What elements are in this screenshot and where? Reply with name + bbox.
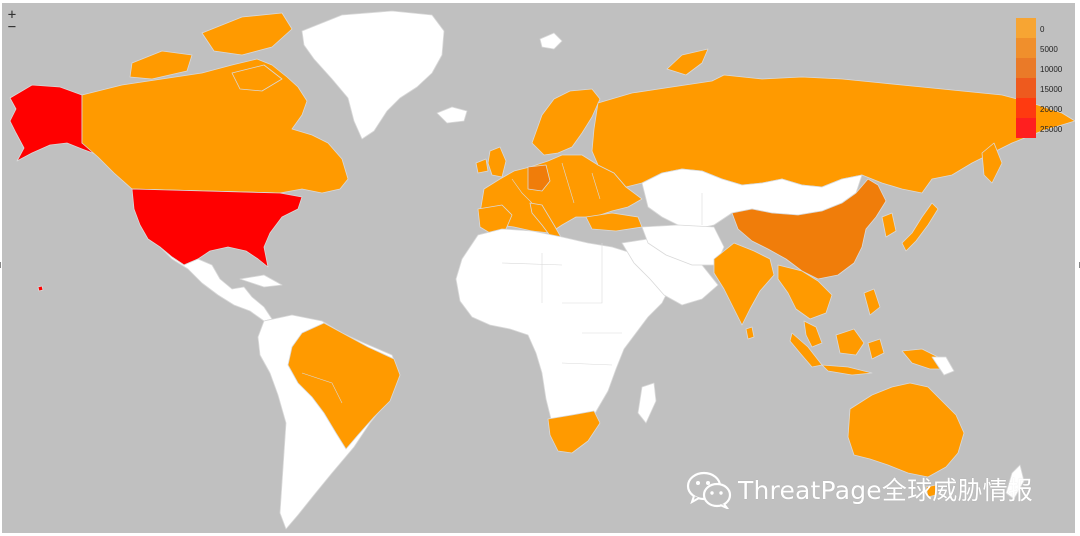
region-new-zealand[interactable] bbox=[1005, 464, 1025, 500]
region-africa[interactable] bbox=[455, 228, 671, 444]
legend-item: 15000 bbox=[1016, 78, 1075, 98]
watermark-text: ThreatPage全球威胁情报 bbox=[738, 476, 1034, 505]
region-philippines[interactable] bbox=[863, 288, 881, 316]
legend-swatch bbox=[1016, 78, 1036, 98]
region-europe[interactable] bbox=[479, 154, 643, 234]
region-se-asia[interactable] bbox=[777, 264, 833, 320]
region-japan[interactable] bbox=[901, 202, 939, 252]
region-hawaii[interactable] bbox=[37, 285, 44, 292]
legend-swatch bbox=[1016, 58, 1036, 78]
legend-swatch bbox=[1016, 118, 1036, 138]
legend-label: 25000 bbox=[1040, 125, 1063, 134]
region-sumatra[interactable] bbox=[789, 332, 823, 368]
region-brazil[interactable] bbox=[287, 322, 401, 450]
region-south-africa[interactable] bbox=[547, 410, 601, 454]
wechat-icon bbox=[686, 471, 732, 509]
region-canada-arctic-2[interactable] bbox=[201, 12, 293, 56]
legend-item: 5000 bbox=[1016, 38, 1075, 58]
region-kamchatka[interactable] bbox=[981, 142, 1003, 184]
legend-item: 10000 bbox=[1016, 58, 1075, 78]
region-india[interactable] bbox=[713, 242, 775, 326]
legend-item: 0 bbox=[1016, 18, 1075, 38]
region-china[interactable] bbox=[731, 178, 887, 280]
legend-item: 20000 bbox=[1016, 98, 1075, 118]
region-borneo[interactable] bbox=[835, 328, 865, 356]
legend-label: 20000 bbox=[1040, 105, 1063, 114]
region-malay[interactable] bbox=[803, 320, 823, 348]
legend-label: 10000 bbox=[1040, 65, 1063, 74]
region-tasmania[interactable] bbox=[925, 484, 937, 498]
legend: 0 5000 10000 15000 20000 25000 bbox=[1016, 18, 1075, 138]
region-png[interactable] bbox=[931, 356, 955, 376]
country-borders bbox=[301, 162, 703, 404]
region-sulawesi[interactable] bbox=[867, 338, 885, 360]
region-madagascar[interactable] bbox=[637, 382, 657, 424]
region-uk[interactable] bbox=[487, 146, 507, 178]
legend-swatch bbox=[1016, 18, 1036, 38]
zoom-out-button[interactable]: − bbox=[7, 19, 17, 35]
region-java[interactable] bbox=[821, 364, 873, 376]
region-canada[interactable] bbox=[81, 58, 349, 194]
region-novaya-zemlya[interactable] bbox=[666, 48, 709, 76]
region-germany[interactable] bbox=[527, 164, 551, 192]
region-canada-arctic-3[interactable] bbox=[231, 64, 283, 92]
region-scandinavia[interactable] bbox=[531, 88, 601, 156]
legend-swatch bbox=[1016, 38, 1036, 58]
world-map-canvas[interactable] bbox=[2, 3, 1075, 533]
legend-swatch bbox=[1016, 98, 1036, 118]
region-sri-lanka[interactable] bbox=[745, 326, 755, 340]
region-united-states[interactable] bbox=[131, 188, 303, 268]
region-australia[interactable] bbox=[847, 382, 965, 478]
legend-item: 25000 bbox=[1016, 118, 1075, 138]
zoom-in-button[interactable]: + bbox=[7, 7, 17, 23]
region-alaska[interactable] bbox=[9, 84, 108, 162]
edge-marker-right bbox=[1076, 262, 1080, 268]
region-svalbard[interactable] bbox=[539, 32, 563, 50]
region-mexico[interactable] bbox=[159, 246, 273, 322]
legend-label: 5000 bbox=[1040, 45, 1058, 54]
region-iceland[interactable] bbox=[436, 106, 468, 124]
region-korea[interactable] bbox=[881, 212, 897, 238]
region-canada-arctic-1[interactable] bbox=[129, 50, 193, 80]
world-map[interactable]: + − 0 5000 10000 15000 20000 25000 ThreatPage… bbox=[2, 3, 1075, 533]
edge-marker-left bbox=[0, 262, 4, 268]
legend-label: 0 bbox=[1040, 25, 1045, 34]
region-ireland[interactable] bbox=[475, 158, 489, 174]
region-cuba[interactable] bbox=[239, 274, 283, 288]
region-greenland[interactable] bbox=[301, 10, 445, 140]
watermark: ThreatPage全球威胁情报 bbox=[686, 469, 1033, 509]
legend-label: 15000 bbox=[1040, 85, 1063, 94]
region-turkey[interactable] bbox=[585, 212, 643, 232]
